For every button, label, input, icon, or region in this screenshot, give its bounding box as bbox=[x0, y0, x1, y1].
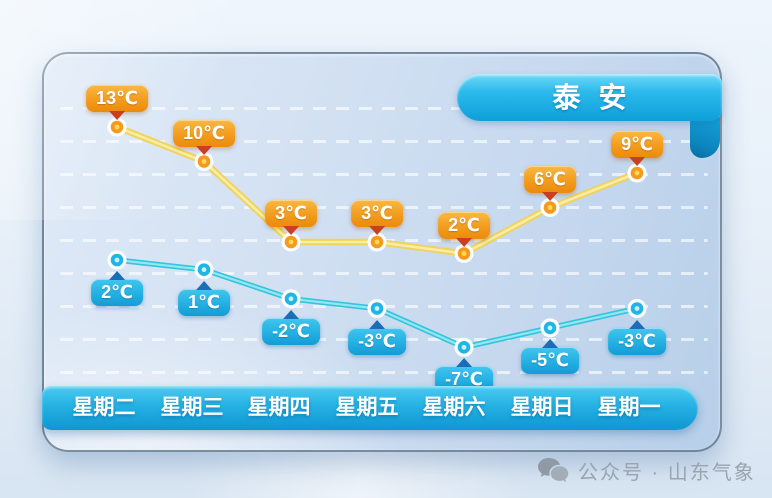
low-temp-badge: -5℃ bbox=[521, 346, 579, 374]
watermark-text: 公众号 · 山东气象 bbox=[578, 461, 756, 484]
high-temp-point bbox=[201, 159, 207, 164]
low-temp-badge: 1℃ bbox=[178, 288, 230, 316]
day-label: 星期四 bbox=[247, 396, 311, 419]
high-temp-badge: 9℃ bbox=[611, 131, 663, 158]
high-temp-point bbox=[288, 239, 294, 245]
temperature-chart bbox=[107, 117, 647, 357]
low-temp-point bbox=[114, 257, 120, 263]
grid-line bbox=[60, 272, 708, 275]
high-temp-badge: 2℃ bbox=[438, 211, 490, 239]
low-temp-point bbox=[547, 325, 553, 331]
weekday-bar: 星期二 星期三 星期四 星期五 星期六 星期日 星期一 bbox=[42, 386, 698, 430]
day-label: 星期六 bbox=[422, 396, 486, 419]
low-temp-badge: -3℃ bbox=[348, 327, 406, 355]
low-temp-badge: 2℃ bbox=[91, 279, 143, 306]
high-temp-badge: 10℃ bbox=[173, 119, 235, 147]
low-temp-point bbox=[288, 296, 294, 302]
high-temp-point bbox=[547, 205, 553, 210]
high-temp-point bbox=[114, 124, 120, 130]
high-temp-point bbox=[634, 170, 640, 176]
day-label: 星期日 bbox=[510, 396, 574, 419]
high-temp-badge: 3℃ bbox=[265, 200, 317, 227]
city-title-ribbon: 泰安 bbox=[457, 74, 722, 121]
watermark: 公众号 · 山东气象 bbox=[536, 453, 756, 487]
grid-line bbox=[60, 107, 708, 110]
low-temp-badge: -3℃ bbox=[608, 327, 666, 355]
day-label: 星期一 bbox=[597, 396, 661, 419]
low-temp-point bbox=[461, 344, 467, 350]
high-temp-badge: 13℃ bbox=[86, 85, 148, 112]
city-title: 泰安 bbox=[552, 82, 645, 113]
low-temp-point bbox=[201, 267, 207, 273]
low-temp-badge: -2℃ bbox=[262, 317, 320, 345]
low-temp-point bbox=[634, 306, 640, 311]
high-temp-badge: 3℃ bbox=[351, 200, 403, 227]
high-temp-point bbox=[461, 251, 467, 256]
high-temp-badge: 6℃ bbox=[524, 165, 576, 193]
grid-line bbox=[60, 173, 708, 176]
wechat-icon bbox=[538, 458, 569, 482]
high-temp-point bbox=[374, 239, 380, 245]
grid-line bbox=[60, 140, 708, 143]
forecast-card: 13℃ 10℃ 3℃ 3℃ 2℃ 6℃ 9℃ 2℃ 1℃ -2℃ -3℃ -7℃ -5℃ -3℃ 泰安 星… bbox=[42, 52, 722, 452]
low-temp-point bbox=[374, 306, 380, 311]
ribbon-fold bbox=[690, 116, 720, 158]
grid-line bbox=[60, 371, 708, 374]
day-label: 星期三 bbox=[160, 396, 224, 419]
day-label: 星期五 bbox=[335, 396, 399, 419]
day-label: 星期二 bbox=[72, 396, 136, 419]
